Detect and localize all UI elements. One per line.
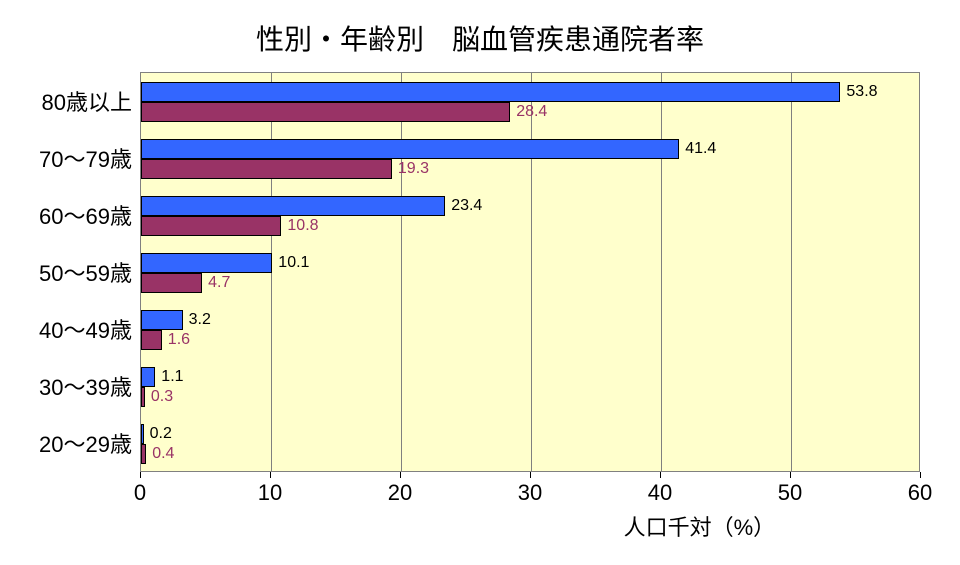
bar-series-a	[141, 424, 144, 444]
y-tick-label: 20～29歳	[39, 427, 132, 459]
bar-label: 0.3	[151, 388, 173, 406]
x-tick-label: 50	[778, 480, 802, 506]
chart-container: 性別・年齢別 脳血管疾患通院者率 53.8 28.4 41.4 19.3 23.4 10.…	[0, 0, 960, 565]
y-tick-label: 70～79歳	[39, 142, 132, 174]
plot-area: 53.8 28.4 41.4 19.3 23.4 10.8 10.1 4.7 3.2 1.6 1.1…	[140, 72, 920, 472]
x-tick-label: 30	[518, 480, 542, 506]
y-tick-label: 60～69歳	[39, 199, 132, 231]
x-tick-label: 60	[908, 480, 932, 506]
bar-series-a	[141, 253, 272, 273]
x-tick	[790, 472, 791, 478]
gridline	[661, 73, 662, 471]
gridline	[401, 73, 402, 471]
bar-series-b	[141, 102, 510, 122]
bar-series-b	[141, 216, 281, 236]
x-tick	[530, 472, 531, 478]
bar-label: 0.2	[150, 425, 172, 443]
bar-series-a	[141, 139, 679, 159]
y-tick-label: 80歳以上	[42, 85, 132, 117]
x-tick-label: 10	[258, 480, 282, 506]
x-axis-title: 人口千対（%）	[624, 510, 776, 542]
bar-label: 3.2	[189, 311, 211, 329]
chart-title: 性別・年齢別 脳血管疾患通院者率	[0, 18, 960, 58]
y-tick-label: 50～59歳	[39, 256, 132, 288]
bar-series-a	[141, 367, 155, 387]
bar-label: 19.3	[398, 160, 429, 178]
bar-label: 23.4	[451, 197, 482, 215]
bar-series-b	[141, 444, 146, 464]
y-tick-label: 30～39歳	[39, 370, 132, 402]
x-tick	[270, 472, 271, 478]
bar-label: 4.7	[208, 274, 230, 292]
x-tick-label: 40	[648, 480, 672, 506]
bar-series-a	[141, 82, 840, 102]
x-tick	[660, 472, 661, 478]
gridline	[791, 73, 792, 471]
bar-series-a	[141, 310, 183, 330]
bar-label: 41.4	[685, 140, 716, 158]
bar-label: 28.4	[516, 103, 547, 121]
x-tick	[400, 472, 401, 478]
bar-label: 0.4	[152, 445, 174, 463]
bar-series-b	[141, 330, 162, 350]
bar-label: 1.1	[161, 368, 183, 386]
x-tick	[920, 472, 921, 478]
bar-series-b	[141, 159, 392, 179]
x-tick-label: 0	[134, 480, 146, 506]
x-tick	[140, 472, 141, 478]
bar-label: 1.6	[168, 331, 190, 349]
gridline	[531, 73, 532, 471]
bar-series-b	[141, 273, 202, 293]
bar-label: 10.1	[278, 254, 309, 272]
bar-label: 10.8	[287, 217, 318, 235]
bar-label: 53.8	[846, 83, 877, 101]
y-tick-label: 40～49歳	[39, 313, 132, 345]
x-tick-label: 20	[388, 480, 412, 506]
bar-series-b	[141, 387, 145, 407]
bar-series-a	[141, 196, 445, 216]
